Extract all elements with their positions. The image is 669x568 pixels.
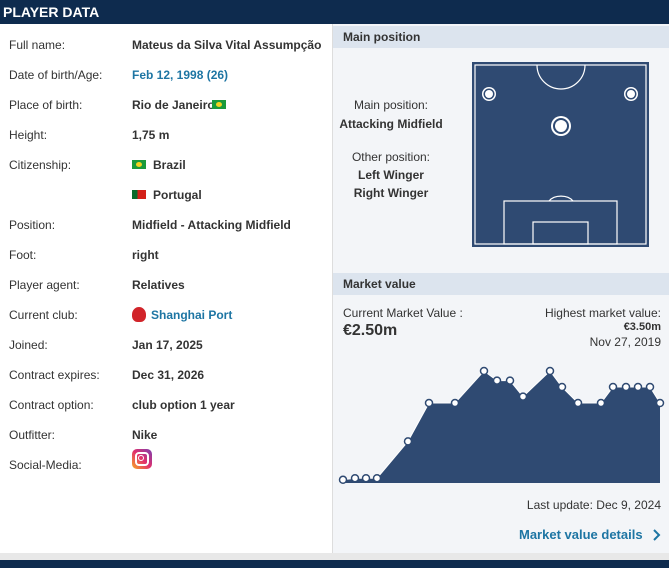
area (343, 371, 660, 483)
section-header: Main position (333, 26, 669, 48)
highest-date: Nov 27, 2019 (589, 335, 661, 349)
label: Place of birth: (9, 98, 83, 112)
value-link[interactable]: Feb 12, 1998 (26) (132, 68, 229, 82)
point (372, 473, 382, 483)
label: Other position: (351, 150, 431, 164)
label: Position: (9, 218, 56, 232)
point (492, 376, 502, 385)
chevron-icon (653, 529, 661, 541)
details-link[interactable]: Market value details (519, 527, 643, 542)
point (338, 475, 348, 485)
point (608, 382, 618, 392)
value: Nike (132, 428, 158, 442)
footer-gap (0, 553, 669, 560)
point (633, 382, 643, 392)
point (361, 473, 371, 483)
label: Full name: (9, 38, 66, 52)
label: Contract option: (9, 398, 94, 412)
value: Rio de Janeiro (132, 98, 215, 112)
label: Highest market value: (544, 306, 661, 320)
last-update: Last update: Dec 9, 2024 (526, 498, 661, 512)
label: Foot: (9, 248, 37, 262)
divider (332, 24, 333, 554)
club-logo (132, 307, 146, 322)
value: Dec 31, 2026 (132, 368, 205, 382)
point (403, 437, 413, 446)
value: right (132, 248, 159, 262)
flag-brazil (132, 160, 146, 169)
point (545, 366, 555, 376)
value: 1,75 m (132, 128, 170, 142)
point (518, 392, 528, 401)
value: Relatives (132, 278, 185, 292)
value: Portugal (153, 188, 202, 202)
bottom-bar (0, 560, 669, 568)
point (573, 398, 583, 408)
top-bar (0, 0, 669, 24)
label: Joined: (9, 338, 48, 352)
point (621, 382, 631, 392)
point (479, 366, 489, 376)
label: Social-Media: (9, 458, 82, 472)
club-link[interactable]: Shanghai Port (151, 308, 233, 322)
label: Current club: (9, 308, 78, 322)
current-value: €2.50m (343, 322, 398, 339)
label: Date of birth/Age: (9, 68, 103, 82)
value: Brazil (153, 158, 186, 172)
value: Left Winger (358, 168, 424, 182)
point (350, 473, 360, 483)
point (424, 398, 434, 408)
label: Contract expires: (9, 368, 100, 382)
section-header: Market value (333, 273, 669, 295)
point (596, 398, 606, 408)
label: Current Market Value : (343, 306, 463, 320)
label: Outfitter: (9, 428, 56, 442)
value: Mateus da Silva Vital Assumpção (132, 38, 322, 52)
flag-brazil (212, 100, 226, 109)
label: Player agent: (9, 278, 80, 292)
label: Citizenship: (9, 158, 72, 172)
flag-portugal (132, 190, 146, 199)
value: Midfield - Attacking Midfield (132, 218, 291, 232)
title: PLAYER DATA (3, 4, 100, 20)
pitch (472, 62, 649, 247)
point (645, 382, 655, 392)
value: club option 1 year (132, 398, 235, 412)
instagram-icon[interactable] (132, 449, 152, 469)
label: Main position: (353, 98, 429, 112)
value: Attacking Midfield (339, 117, 443, 131)
point (557, 382, 567, 392)
label: Height: (9, 128, 48, 142)
point (450, 398, 460, 408)
market-value-chart (338, 366, 665, 485)
value: Jan 17, 2025 (132, 338, 203, 352)
point (655, 398, 665, 408)
value: Right Winger (353, 186, 429, 200)
point (505, 376, 515, 385)
highest-value: €3.50m (623, 321, 661, 333)
